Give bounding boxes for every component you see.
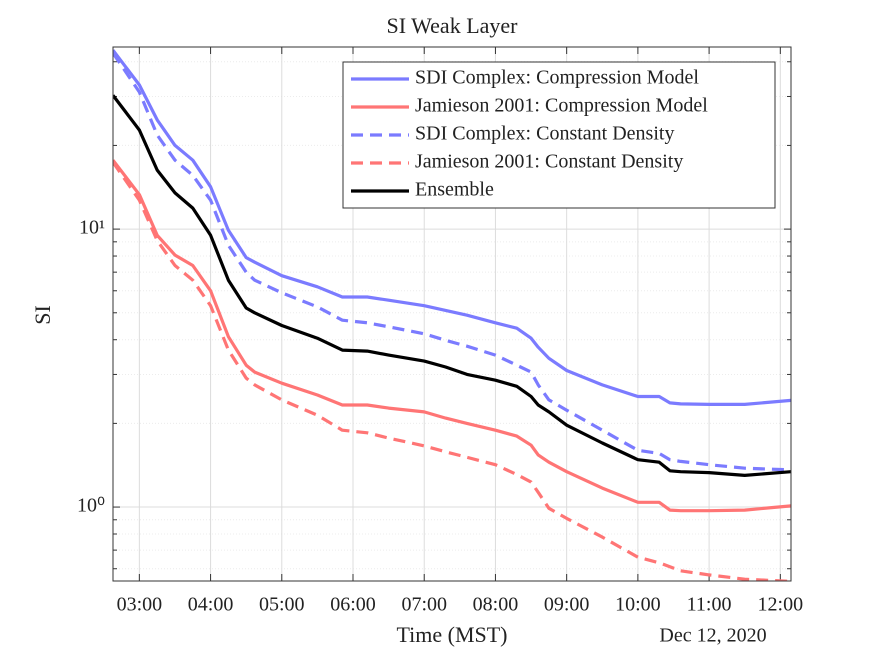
legend-label: SDI Complex: Constant Density: [415, 123, 674, 145]
legend-label: SDI Complex: Compression Model: [415, 67, 699, 89]
x-axis-label: Time (MST): [396, 622, 507, 647]
legend-box: [342, 61, 776, 209]
series-line: [113, 49, 791, 406]
y-axis-label: SI: [30, 305, 55, 325]
legend-label: Jamieson 2001: Constant Density: [415, 151, 683, 173]
x-tick-label: 06:00: [330, 594, 376, 616]
x-tick-label: 10:00: [615, 594, 661, 616]
x-tick-label: 03:00: [117, 594, 163, 616]
x-tick-label: 11:00: [687, 594, 732, 616]
y-tick-label: 10¹: [79, 217, 105, 239]
x-tick-label: 07:00: [401, 594, 447, 616]
series-line: [113, 94, 791, 477]
x-tick-label: 12:00: [758, 594, 804, 616]
legend-label: Jamieson 2001: Compression Model: [415, 95, 708, 117]
x-tick-label: 09:00: [544, 594, 590, 616]
legend-label: Ensemble: [415, 179, 494, 201]
series-line: [113, 159, 791, 513]
axes-box: [112, 46, 792, 582]
y-tick-label: 10⁰: [77, 495, 105, 517]
x-tick-label: 04:00: [188, 594, 234, 616]
series-line: [113, 161, 791, 581]
date-label: Dec 12, 2020: [659, 625, 766, 647]
x-tick-label: 05:00: [259, 594, 305, 616]
x-tick-label: 08:00: [473, 594, 519, 616]
series-line: [113, 52, 791, 472]
chart-title: SI Weak Layer: [387, 13, 519, 38]
